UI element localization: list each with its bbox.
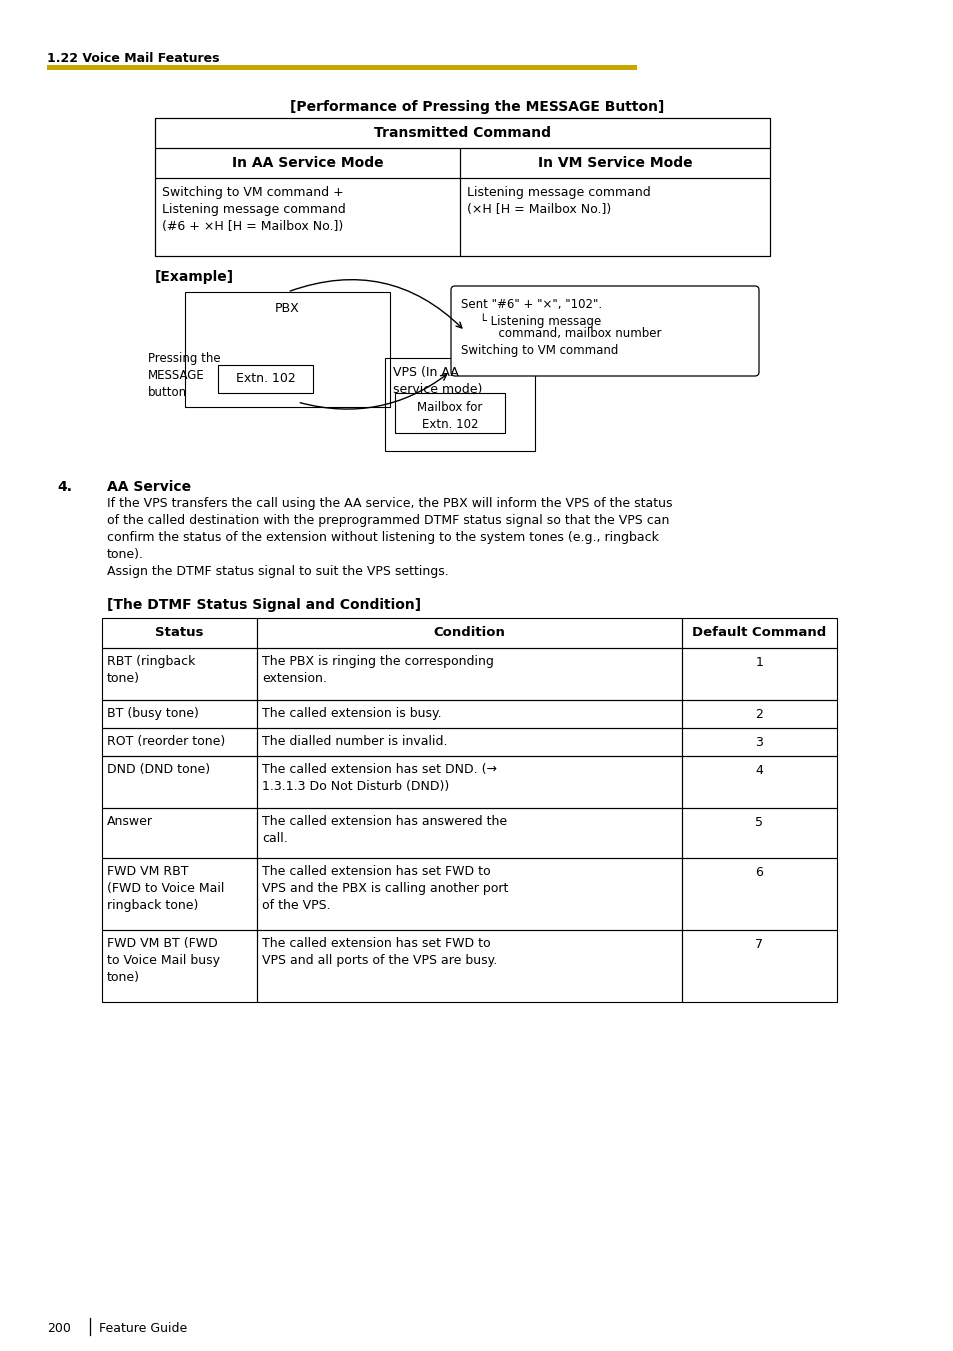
- Bar: [256, 728, 681, 757]
- Bar: [47, 65, 637, 70]
- Text: Status: Status: [155, 626, 204, 639]
- Text: Condition: Condition: [433, 626, 505, 639]
- Text: Feature Guide: Feature Guide: [99, 1323, 187, 1335]
- Bar: [459, 178, 769, 255]
- Bar: [681, 648, 836, 700]
- Text: command, mailbox number: command, mailbox number: [460, 327, 660, 340]
- Text: 2: 2: [755, 708, 762, 721]
- Text: Pressing the
MESSAGE
button: Pressing the MESSAGE button: [148, 353, 220, 399]
- Text: The called extension has set FWD to
VPS and all ports of the VPS are busy.: The called extension has set FWD to VPS …: [262, 938, 497, 967]
- Text: BT (busy tone): BT (busy tone): [107, 707, 198, 720]
- Bar: [385, 358, 535, 451]
- Text: 7: 7: [755, 938, 762, 951]
- Bar: [102, 808, 256, 858]
- Bar: [256, 808, 681, 858]
- Text: Default Command: Default Command: [692, 626, 825, 639]
- Bar: [218, 365, 313, 393]
- Text: Switching to VM command +
Listening message command
(#6 + ×H [H = Mailbox No.]): Switching to VM command + Listening mess…: [162, 186, 345, 232]
- Bar: [459, 149, 769, 178]
- Bar: [256, 929, 681, 1002]
- Text: RBT (ringback
tone): RBT (ringback tone): [107, 655, 195, 685]
- Text: The called extension is busy.: The called extension is busy.: [262, 707, 441, 720]
- Text: FWD VM RBT
(FWD to Voice Mail
ringback tone): FWD VM RBT (FWD to Voice Mail ringback t…: [107, 865, 224, 912]
- Text: 4: 4: [755, 765, 762, 777]
- Bar: [102, 728, 256, 757]
- Bar: [681, 728, 836, 757]
- Bar: [681, 617, 836, 648]
- Text: In AA Service Mode: In AA Service Mode: [232, 155, 383, 170]
- Bar: [154, 178, 459, 255]
- Bar: [102, 929, 256, 1002]
- Text: 1: 1: [755, 657, 762, 669]
- Text: [Performance of Pressing the MESSAGE Button]: [Performance of Pressing the MESSAGE But…: [290, 100, 663, 113]
- Text: VPS (In AA
service mode): VPS (In AA service mode): [393, 366, 482, 396]
- Text: DND (DND tone): DND (DND tone): [107, 763, 210, 775]
- Text: The called extension has set FWD to
VPS and the PBX is calling another port
of t: The called extension has set FWD to VPS …: [262, 865, 508, 912]
- Text: Extn. 102: Extn. 102: [235, 372, 295, 385]
- Bar: [256, 858, 681, 929]
- Bar: [681, 858, 836, 929]
- Bar: [256, 757, 681, 808]
- Text: 6: 6: [755, 866, 762, 880]
- Bar: [256, 648, 681, 700]
- Text: Answer: Answer: [107, 815, 152, 828]
- Bar: [154, 149, 459, 178]
- Bar: [102, 757, 256, 808]
- Text: FWD VM BT (FWD
to Voice Mail busy
tone): FWD VM BT (FWD to Voice Mail busy tone): [107, 938, 220, 984]
- Text: The called extension has answered the
call.: The called extension has answered the ca…: [262, 815, 507, 844]
- Bar: [185, 292, 390, 407]
- Text: 200: 200: [47, 1323, 71, 1335]
- Text: If the VPS transfers the call using the AA service, the PBX will inform the VPS : If the VPS transfers the call using the …: [107, 497, 672, 578]
- Text: Switching to VM command: Switching to VM command: [460, 345, 618, 357]
- Bar: [681, 808, 836, 858]
- Text: 3: 3: [755, 736, 762, 748]
- Bar: [102, 648, 256, 700]
- Text: AA Service: AA Service: [107, 480, 191, 494]
- Bar: [102, 700, 256, 728]
- Bar: [256, 700, 681, 728]
- Bar: [681, 700, 836, 728]
- Bar: [102, 617, 256, 648]
- Text: Listening message command
(×H [H = Mailbox No.]): Listening message command (×H [H = Mailb…: [467, 186, 650, 216]
- Bar: [154, 118, 769, 149]
- Bar: [395, 393, 504, 434]
- Text: 4.: 4.: [57, 480, 71, 494]
- FancyBboxPatch shape: [451, 286, 759, 376]
- Text: 1.22 Voice Mail Features: 1.22 Voice Mail Features: [47, 51, 219, 65]
- Text: The called extension has set DND. (→
1.3.1.3 Do Not Disturb (DND)): The called extension has set DND. (→ 1.3…: [262, 763, 497, 793]
- Text: 5: 5: [755, 816, 762, 830]
- Text: └ Listening message: └ Listening message: [460, 313, 600, 328]
- Text: ROT (reorder tone): ROT (reorder tone): [107, 735, 225, 748]
- Bar: [102, 858, 256, 929]
- Bar: [681, 757, 836, 808]
- Bar: [154, 118, 769, 255]
- Text: The PBX is ringing the corresponding
extension.: The PBX is ringing the corresponding ext…: [262, 655, 494, 685]
- Text: Transmitted Command: Transmitted Command: [374, 126, 551, 141]
- Bar: [256, 617, 681, 648]
- Text: [Example]: [Example]: [154, 270, 233, 284]
- Text: The dialled number is invalid.: The dialled number is invalid.: [262, 735, 447, 748]
- Text: Mailbox for
Extn. 102: Mailbox for Extn. 102: [416, 401, 482, 431]
- Text: Sent "#6" + "×", "102".: Sent "#6" + "×", "102".: [460, 299, 601, 311]
- Text: In VM Service Mode: In VM Service Mode: [537, 155, 692, 170]
- Text: [The DTMF Status Signal and Condition]: [The DTMF Status Signal and Condition]: [107, 598, 420, 612]
- Text: PBX: PBX: [274, 303, 299, 315]
- Bar: [681, 929, 836, 1002]
